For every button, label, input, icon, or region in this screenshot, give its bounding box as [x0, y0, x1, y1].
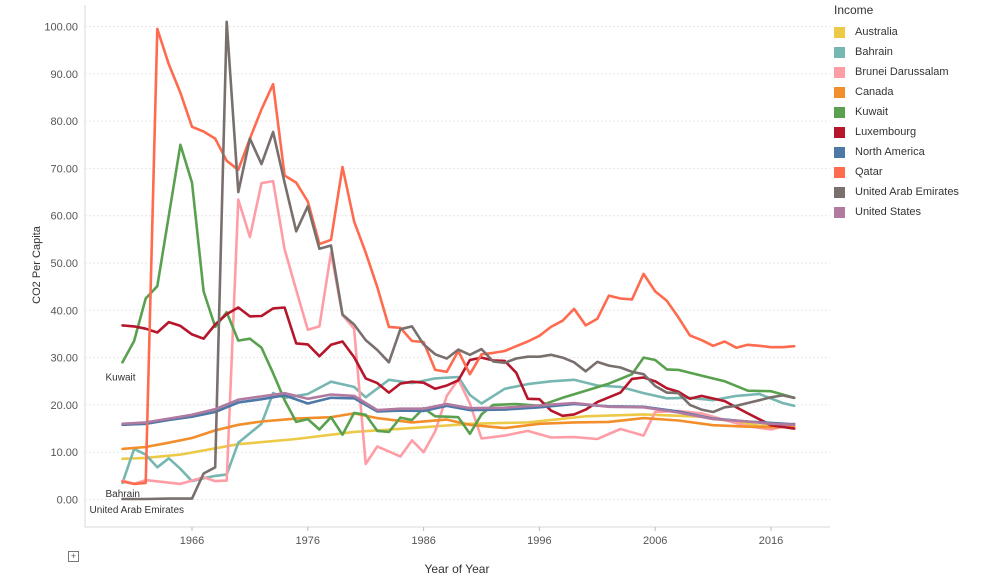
plot-area: [121, 20, 796, 501]
legend: Income Australia Bahrain Brunei Darussalam…: [834, 2, 994, 222]
legend-item[interactable]: Brunei Darussalam: [834, 62, 994, 82]
series-line-brunei-darussalam: [121, 179, 796, 486]
y-tick-label: 30.00: [50, 353, 78, 365]
x-tick-label: 1996: [527, 535, 551, 547]
legend-item[interactable]: Canada: [834, 82, 994, 102]
legend-label: Luxembourg: [855, 126, 917, 138]
line-label: Kuwait: [106, 372, 136, 383]
y-tick-label: 60.00: [50, 211, 78, 223]
legend-swatch: [834, 146, 845, 158]
legend-item[interactable]: Australia: [834, 22, 994, 42]
legend-item[interactable]: Qatar: [834, 162, 994, 182]
x-tick-label: 1966: [180, 535, 204, 547]
legend-item[interactable]: Bahrain: [834, 42, 994, 62]
grid: [84, 5, 830, 528]
y-axis-title: CO2 Per Capita: [31, 225, 43, 304]
line-label: Bahrain: [106, 489, 140, 500]
legend-label: United Arab Emirates: [855, 186, 959, 198]
y-tick-label: 0.00: [57, 495, 78, 507]
expand-icon[interactable]: +: [68, 551, 79, 562]
legend-swatch: [834, 26, 845, 38]
y-tick-label: 10.00: [50, 447, 78, 459]
series-line-canada: [121, 412, 796, 451]
legend-label: United States: [855, 206, 922, 218]
y-tick-label: 20.00: [50, 400, 78, 412]
series-line-luxembourg: [121, 306, 796, 430]
y-axis: 0.00 10.00 20.00 30.00 40.00 50.00 60.00 70.00 8…: [44, 22, 78, 507]
legend-label: Brunei Darussalam: [855, 66, 949, 78]
legend-label: Kuwait: [855, 106, 889, 118]
legend-swatch: [834, 46, 845, 58]
legend-swatch: [834, 66, 845, 78]
y-tick-label: 50.00: [50, 258, 78, 270]
legend-swatch: [834, 86, 845, 98]
legend-title: Income: [834, 3, 874, 17]
legend-item[interactable]: United Arab Emirates: [834, 182, 994, 202]
legend-label: Australia: [855, 26, 898, 38]
x-axis-title: Year of Year: [425, 562, 490, 576]
legend-label: Qatar: [855, 166, 883, 178]
x-tick-label: 2006: [643, 535, 667, 547]
series-line-north-america: [121, 394, 796, 427]
legend-label: North America: [855, 146, 925, 158]
series-line-united-states: [121, 391, 796, 427]
legend-swatch: [834, 206, 845, 218]
legend-swatch: [834, 126, 845, 138]
legend-items: Australia Bahrain Brunei Darussalam Canada K…: [834, 22, 994, 222]
legend-swatch: [834, 186, 845, 198]
line-label: United Arab Emirates: [90, 505, 184, 516]
line-labels: Kuwait Bahrain United Arab Emirates: [90, 372, 184, 516]
y-tick-label: 80.00: [50, 116, 78, 128]
legend-item[interactable]: Luxembourg: [834, 122, 994, 142]
y-tick-label: 70.00: [50, 163, 78, 175]
series-line-united-arab-emirates: [121, 20, 796, 501]
x-tick-label: 2016: [759, 535, 783, 547]
legend-label: Canada: [855, 86, 894, 98]
y-tick-label: 90.00: [50, 69, 78, 81]
legend-item[interactable]: Kuwait: [834, 102, 994, 122]
legend-swatch: [834, 166, 845, 178]
series-line-kuwait: [121, 143, 796, 437]
legend-swatch: [834, 106, 845, 118]
y-tick-label: 40.00: [50, 305, 78, 317]
legend-label: Bahrain: [855, 46, 893, 58]
series-line-bahrain: [121, 375, 796, 485]
legend-item[interactable]: North America: [834, 142, 994, 162]
x-axis: 1966 1976 1986 1996 2006 2016: [180, 527, 783, 547]
y-tick-label: 100.00: [44, 22, 78, 34]
x-tick-label: 1976: [296, 535, 320, 547]
legend-item[interactable]: United States: [834, 202, 994, 222]
x-tick-label: 1986: [411, 535, 435, 547]
